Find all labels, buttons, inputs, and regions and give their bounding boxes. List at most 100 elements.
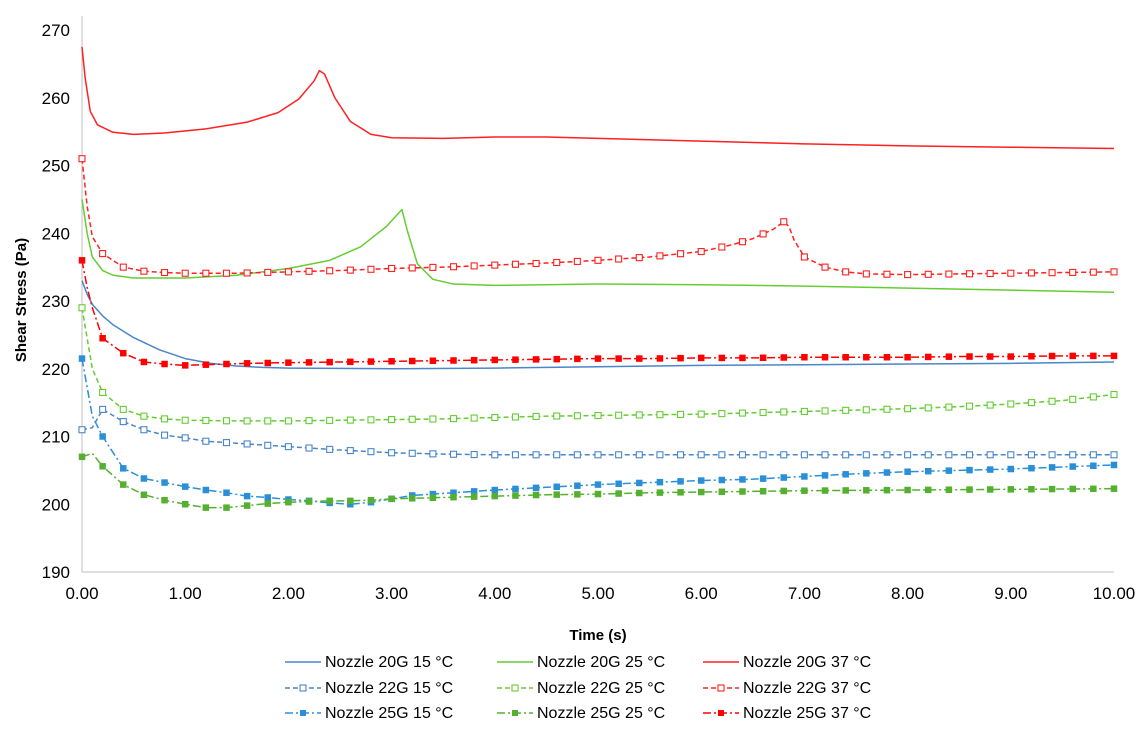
data-point xyxy=(181,483,189,490)
data-point xyxy=(181,434,189,442)
legend: Nozzle 20G 15 °C Nozzle 20G 25 °C Nozzle 2… xyxy=(285,654,871,722)
data-point xyxy=(636,479,643,487)
data-point xyxy=(883,469,891,476)
data-point xyxy=(821,263,829,271)
data-point xyxy=(986,451,994,459)
legend-item-nozzle-22g-37-c: Nozzle 22G 37 °C xyxy=(703,680,871,697)
data-point xyxy=(470,493,478,500)
data-point xyxy=(1048,451,1056,459)
data-point xyxy=(739,354,746,362)
data-point xyxy=(470,262,478,270)
legend-item-nozzle-20g-37-c: Nozzle 20G 37 °C xyxy=(703,654,871,671)
data-point xyxy=(491,413,499,422)
data-point xyxy=(574,355,581,363)
y-tick-label: 270 xyxy=(42,21,70,40)
data-point xyxy=(222,417,231,425)
data-point xyxy=(553,258,561,267)
data-point xyxy=(511,413,519,421)
data-point xyxy=(656,252,664,260)
data-point xyxy=(594,451,602,459)
data-point xyxy=(99,405,107,413)
data-point xyxy=(347,501,354,508)
data-point xyxy=(1027,451,1035,459)
data-point xyxy=(635,451,643,459)
x-tick-label: 1.00 xyxy=(169,584,202,603)
x-tick-label: 6.00 xyxy=(685,584,718,603)
data-point xyxy=(119,405,127,413)
data-point xyxy=(738,409,747,417)
data-point xyxy=(738,451,747,459)
data-point xyxy=(759,475,767,482)
legend-label: Nozzle 20G 15 °C xyxy=(325,654,453,671)
data-point xyxy=(553,451,561,459)
data-point xyxy=(99,250,107,258)
data-point xyxy=(222,439,231,447)
data-point xyxy=(718,451,726,459)
data-point xyxy=(759,230,767,238)
data-point xyxy=(966,353,973,360)
data-point xyxy=(511,684,519,692)
y-tick-label: 210 xyxy=(42,428,70,447)
data-point xyxy=(1110,461,1118,469)
data-point xyxy=(986,466,994,473)
data-point xyxy=(904,468,911,475)
series-line xyxy=(81,452,1115,509)
data-point xyxy=(615,480,622,488)
data-point xyxy=(346,447,354,455)
data-point xyxy=(1089,451,1097,459)
data-point xyxy=(202,437,210,445)
data-point xyxy=(636,355,643,362)
data-point xyxy=(801,487,808,494)
data-point xyxy=(367,416,375,424)
data-point xyxy=(553,491,560,498)
data-point xyxy=(1110,268,1118,276)
legend-item-nozzle-20g-15-c: Nozzle 20G 15 °C xyxy=(285,654,453,671)
series-line xyxy=(81,280,1115,370)
data-point xyxy=(1069,268,1077,276)
data-point xyxy=(78,155,86,163)
data-point xyxy=(924,451,932,459)
data-point xyxy=(594,355,602,362)
data-point xyxy=(532,356,540,363)
x-tick-label: 3.00 xyxy=(375,584,408,603)
series-line xyxy=(81,199,1115,293)
data-point xyxy=(553,412,561,420)
data-point xyxy=(326,267,334,275)
x-tick-label: 7.00 xyxy=(788,584,821,603)
data-point xyxy=(718,488,726,496)
data-point xyxy=(140,358,148,366)
data-point xyxy=(677,451,685,459)
data-point xyxy=(181,362,189,369)
data-point xyxy=(594,481,602,488)
data-point xyxy=(347,497,354,505)
data-point xyxy=(1089,393,1097,401)
data-point xyxy=(780,487,788,495)
y-tick-label: 200 xyxy=(42,495,70,514)
data-point xyxy=(222,269,231,277)
data-point xyxy=(202,361,210,368)
data-point xyxy=(945,486,953,494)
data-point xyxy=(450,357,457,364)
data-point xyxy=(801,473,808,480)
data-point xyxy=(1090,485,1097,493)
data-point xyxy=(904,353,911,361)
data-point xyxy=(367,496,375,504)
data-point xyxy=(78,426,86,434)
data-point xyxy=(780,408,788,416)
data-point xyxy=(491,451,499,459)
data-point xyxy=(326,497,333,505)
data-point xyxy=(223,504,230,511)
data-point xyxy=(738,238,747,246)
data-point xyxy=(512,710,518,716)
data-point xyxy=(842,451,850,459)
data-point xyxy=(574,491,581,498)
data-point xyxy=(429,450,437,458)
data-point xyxy=(119,263,127,271)
data-point xyxy=(801,353,808,361)
legend-label: Nozzle 22G 37 °C xyxy=(743,680,871,697)
data-point xyxy=(573,412,581,420)
legend-label: Nozzle 20G 25 °C xyxy=(537,654,665,671)
data-point xyxy=(305,444,313,452)
data-point xyxy=(511,451,519,459)
data-point xyxy=(718,243,726,251)
